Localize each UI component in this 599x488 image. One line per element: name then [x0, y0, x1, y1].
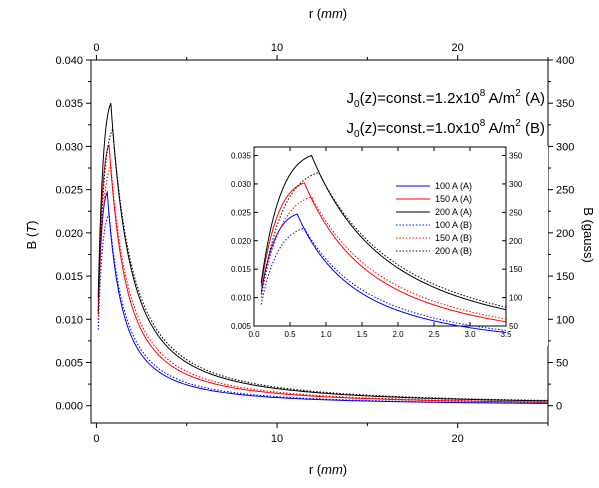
inset-x-tick-label: 3.5: [500, 330, 512, 339]
inset-x-tick-label: 3.0: [464, 330, 476, 339]
inset-y-right-tick-label: 200: [509, 237, 523, 246]
y-tick-label: 0.005: [55, 358, 83, 370]
inset-y-tick-label: 0.015: [231, 265, 252, 274]
y-tick-label: 0.030: [55, 141, 83, 153]
series-line-1: [97, 190, 549, 404]
legend-item-label: 100 A (B): [435, 220, 472, 230]
x-top-tick-label: 20: [452, 42, 464, 54]
series-line-3: [97, 103, 549, 402]
inset-y-right-tick-label: 100: [509, 294, 523, 303]
inset-series-line-4: [260, 227, 507, 331]
y-tick-label: 0.020: [55, 228, 83, 240]
inset-y-right-tick-label: 250: [509, 208, 523, 217]
inset-y-tick-label: 0.010: [231, 294, 252, 303]
y-right-tick-label: 150: [556, 271, 574, 283]
x-tick-label: 10: [271, 433, 283, 445]
y-tick-label: 0.015: [55, 271, 83, 283]
inset-x-tick-label: 2.5: [428, 330, 440, 339]
y-tick-label: 0.010: [55, 314, 83, 326]
inset-y-right-tick-label: 350: [509, 152, 523, 161]
inset-y-tick-label: 0.005: [231, 322, 252, 331]
inset-axes-ticks: 0.0 0.5 1.0 1.5 2.0 2.5 3.0 3.5 0.005 0.010 0.015 0…: [231, 147, 523, 339]
inset-plot: 0.0 0.5 1.0 1.5 2.0 2.5 3.0 3.5 0.005 0.010 0.015 0…: [226, 146, 548, 346]
y-tick-label: 0.040: [55, 55, 83, 67]
inset-y-right-tick-label: 300: [509, 180, 523, 189]
inset-plot-frame: [253, 146, 507, 327]
inset-y-tick-label: 0.035: [231, 152, 252, 161]
y-right-tick-label: 250: [556, 185, 574, 197]
legend-item-label: 200 A (A): [435, 207, 472, 217]
series-line-6: [97, 127, 549, 402]
legend-item-label: 100 A (A): [435, 181, 472, 191]
annotations: J0(z)=const.=1.2x108 A/m2 (A) J0(z)=const…: [347, 88, 545, 140]
y-axis-label-right: B (gauss): [581, 207, 596, 263]
inset-series-line-2: [260, 182, 507, 323]
y-right-tick-label: 350: [556, 98, 574, 110]
legend-item-label: 150 A (B): [435, 233, 472, 243]
x-top-tick-label: 0: [93, 42, 99, 54]
y-right-tick-label: 100: [556, 314, 574, 326]
x-axis-label: r (mm): [309, 462, 347, 477]
inset-y-right-tick-label: 50: [509, 322, 518, 331]
legend-item-label: 200 A (B): [435, 246, 472, 256]
inset-x-tick-label: 0.5: [284, 330, 296, 339]
inset-x-tick-label: 2.0: [392, 330, 404, 339]
inset-curves: [260, 154, 507, 333]
y-tick-label: 0.035: [55, 98, 83, 110]
y-right-tick-label: 200: [556, 228, 574, 240]
inset-series-line-1: [260, 213, 507, 333]
series-line-2: [97, 144, 549, 403]
y-tick-label: 0.025: [55, 185, 83, 197]
inset-series-line-3: [260, 154, 507, 311]
inset-y-right-tick-label: 150: [509, 265, 523, 274]
inset-y-tick-label: 0.030: [231, 180, 252, 189]
y-right-tick-label: 300: [556, 141, 574, 153]
inset-y-tick-label: 0.025: [231, 208, 252, 217]
x-tick-label: 0: [93, 433, 99, 445]
annotation-1: J0(z)=const.=1.2x108 A/m2 (A): [347, 88, 545, 110]
annotation-2: J0(z)=const.=1.0x108 A/m2 (B): [347, 118, 545, 140]
y-right-tick-label: 50: [556, 358, 568, 370]
legend-item-label: 150 A (A): [435, 194, 472, 204]
main-axes-ticks: 0 10 200 10 200.0000.0050.0100.0150.0200.025…: [55, 42, 574, 445]
x-tick-label: 20: [452, 433, 464, 445]
y-axis-label: B (T): [24, 221, 39, 250]
inset-y-tick-label: 0.020: [231, 237, 252, 246]
x-top-tick-label: 10: [271, 42, 283, 54]
y-right-tick-label: 400: [556, 55, 574, 67]
inset-x-tick-label: 1.0: [320, 330, 332, 339]
inset-plot-border: [253, 146, 507, 327]
legend: 100 A (A) 150 A (A) 200 A (A) 100 A (B) 150 …: [396, 181, 472, 256]
x-axis-label-top: r (mm): [309, 6, 347, 21]
y-right-tick-label: 0: [556, 401, 562, 413]
inset-x-tick-label: 1.5: [356, 330, 368, 339]
y-tick-label: 0.000: [55, 401, 83, 413]
main-curves: [97, 103, 549, 404]
inset-x-tick-label: 0.0: [248, 330, 260, 339]
